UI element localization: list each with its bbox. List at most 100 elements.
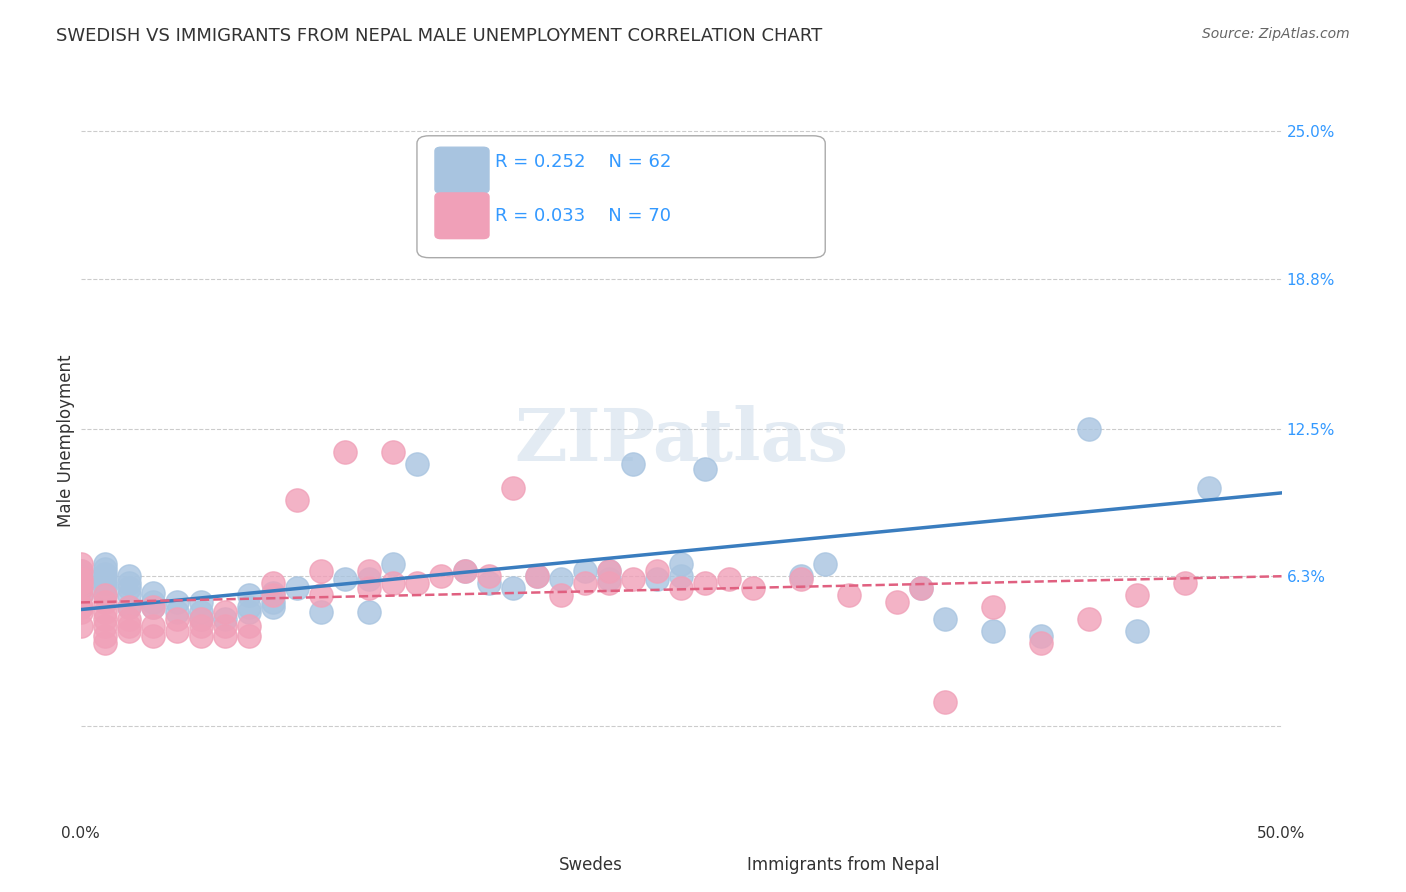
Point <box>142 600 165 615</box>
Point <box>69 569 91 583</box>
Point <box>190 612 212 626</box>
Point <box>69 600 91 615</box>
Point <box>142 629 165 643</box>
Point <box>742 581 765 595</box>
FancyBboxPatch shape <box>418 136 825 258</box>
Point <box>1078 612 1101 626</box>
Point <box>69 558 91 572</box>
Point <box>118 624 141 638</box>
Point <box>598 576 620 591</box>
Point <box>502 581 524 595</box>
Point <box>333 445 356 459</box>
Point <box>94 581 117 595</box>
Point <box>454 565 477 579</box>
Point <box>910 581 932 595</box>
FancyBboxPatch shape <box>434 147 489 193</box>
Point <box>669 569 692 583</box>
Point <box>69 576 91 591</box>
Point <box>838 588 860 602</box>
Y-axis label: Male Unemployment: Male Unemployment <box>58 354 75 527</box>
Point <box>190 605 212 619</box>
Point <box>94 572 117 586</box>
Point <box>69 588 91 602</box>
Point <box>166 605 188 619</box>
Point <box>118 581 141 595</box>
Point <box>695 576 717 591</box>
Point <box>238 588 260 602</box>
Point <box>695 462 717 476</box>
Point <box>645 565 668 579</box>
Point <box>406 576 429 591</box>
Point <box>357 581 380 595</box>
Point <box>262 576 284 591</box>
Point <box>981 624 1004 638</box>
Point <box>214 605 236 619</box>
Point <box>309 565 332 579</box>
Point <box>814 558 837 572</box>
Point <box>1174 576 1197 591</box>
Text: ZIPatlas: ZIPatlas <box>515 405 848 476</box>
Point <box>94 588 117 602</box>
Point <box>94 595 117 609</box>
Point <box>406 458 429 472</box>
Point <box>285 581 308 595</box>
Point <box>645 572 668 586</box>
Point <box>94 576 117 591</box>
Point <box>309 588 332 602</box>
Point <box>69 581 91 595</box>
Point <box>934 612 956 626</box>
Point <box>333 572 356 586</box>
Point <box>69 572 91 586</box>
Point <box>790 569 813 583</box>
Point <box>94 619 117 633</box>
Point <box>238 600 260 615</box>
Point <box>214 629 236 643</box>
Point <box>118 619 141 633</box>
Point <box>790 572 813 586</box>
FancyBboxPatch shape <box>434 193 489 239</box>
Point <box>94 566 117 581</box>
Point <box>598 572 620 586</box>
Point <box>94 636 117 650</box>
Point <box>934 695 956 709</box>
Point <box>357 605 380 619</box>
Point <box>550 572 572 586</box>
Point <box>190 595 212 609</box>
Point <box>357 572 380 586</box>
Point <box>238 619 260 633</box>
Point <box>357 565 380 579</box>
Point <box>454 565 477 579</box>
Point <box>94 588 117 602</box>
Point <box>621 572 644 586</box>
Point <box>669 558 692 572</box>
Point <box>118 588 141 602</box>
Point <box>1031 636 1053 650</box>
Point <box>69 565 91 579</box>
Point <box>550 588 572 602</box>
Point <box>262 595 284 609</box>
Point <box>214 619 236 633</box>
Point <box>118 600 141 615</box>
Point <box>669 581 692 595</box>
Point <box>886 595 908 609</box>
Point <box>94 629 117 643</box>
Point <box>478 576 501 591</box>
Point <box>118 569 141 583</box>
Point <box>94 612 117 626</box>
Point <box>262 600 284 615</box>
Point <box>430 569 453 583</box>
Point <box>1031 629 1053 643</box>
Point <box>238 629 260 643</box>
Text: R = 0.252    N = 62: R = 0.252 N = 62 <box>495 153 672 171</box>
Point <box>142 586 165 600</box>
Point <box>574 565 596 579</box>
Point <box>262 588 284 602</box>
Point <box>214 612 236 626</box>
Point <box>118 600 141 615</box>
Text: SWEDISH VS IMMIGRANTS FROM NEPAL MALE UNEMPLOYMENT CORRELATION CHART: SWEDISH VS IMMIGRANTS FROM NEPAL MALE UN… <box>56 27 823 45</box>
Point <box>94 562 117 576</box>
Point <box>381 445 404 459</box>
Point <box>718 572 741 586</box>
Point <box>526 569 548 583</box>
Point <box>1078 422 1101 436</box>
